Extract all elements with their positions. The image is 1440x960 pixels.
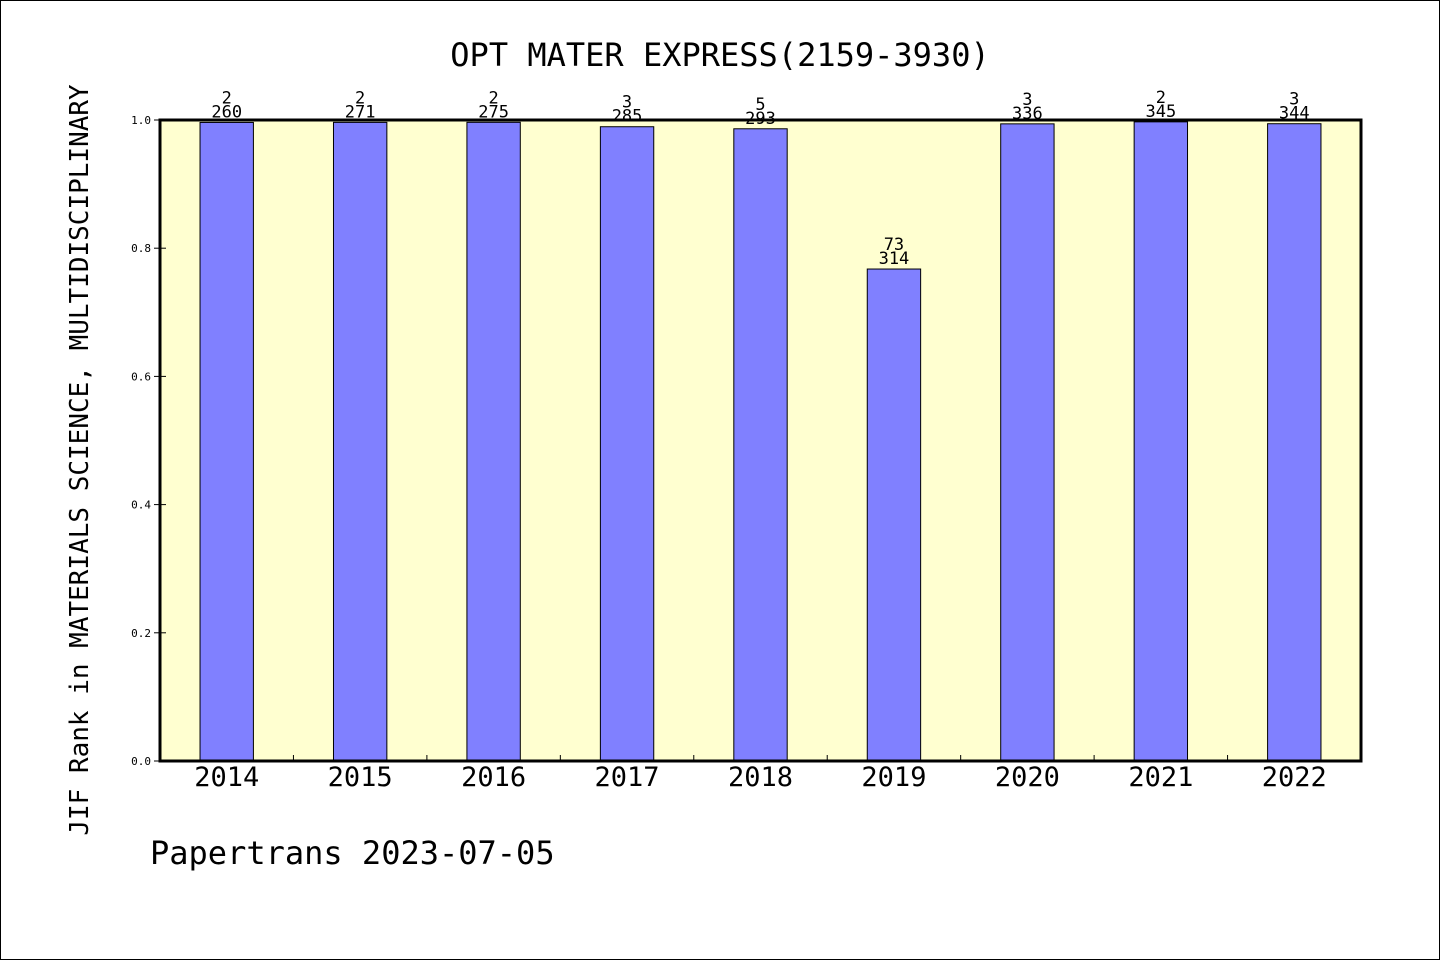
x-tick-label-2016: 2016 — [461, 762, 526, 793]
rank-label-2020: 3 — [1022, 90, 1032, 110]
y-tick-label-0.6: 0.6 — [131, 370, 151, 383]
y-tick-label-1.0: 1.0 — [131, 114, 151, 127]
x-tick-label-2019: 2019 — [861, 762, 926, 793]
rank-label-2017: 3 — [622, 93, 632, 113]
y-tick-label-0.8: 0.8 — [131, 242, 151, 255]
bar-2021 — [1133, 121, 1189, 762]
bar-2014 — [199, 121, 254, 762]
total-label-2019: 314 — [879, 249, 910, 269]
total-label-2014: 260 — [211, 102, 242, 122]
bar-2018 — [733, 128, 788, 762]
footer-credit: Papertrans 2023-07-05 — [150, 834, 555, 872]
y-tick-label-0.0: 0.0 — [131, 755, 151, 768]
y-tick-label-0.4: 0.4 — [131, 499, 151, 512]
x-tick-label-2020: 2020 — [995, 762, 1060, 793]
rank-label-2016: 2 — [488, 88, 498, 108]
bar-2016 — [466, 121, 521, 762]
rank-label-2014: 2 — [222, 88, 232, 108]
rank-label-2022: 3 — [1289, 90, 1299, 110]
bar-2022 — [1267, 123, 1322, 762]
x-axis: 2014 2015 2016 2017 2018 2019 2020 2021 2022 — [194, 755, 1327, 793]
total-label-2017: 285 — [612, 107, 643, 127]
x-tick-label-2022: 2022 — [1262, 762, 1327, 793]
bar-2020 — [1000, 123, 1055, 762]
bar-2015 — [332, 121, 388, 762]
x-tick-label-2014: 2014 — [194, 762, 259, 793]
x-tick-label-2015: 2015 — [328, 762, 393, 793]
plot-border — [158, 118, 1363, 763]
chart-title: OPT MATER EXPRESS(2159-3930) — [450, 36, 989, 74]
bar-2019 — [866, 268, 922, 762]
rank-label-2018: 5 — [755, 95, 765, 115]
rank-label-2019: 73 — [884, 235, 904, 255]
bars-layer — [199, 121, 1322, 762]
x-tick-label-2017: 2017 — [595, 762, 660, 793]
total-label-2021: 345 — [1145, 102, 1176, 122]
rank-label-2021: 2 — [1156, 88, 1166, 108]
x-tick-label-2018: 2018 — [728, 762, 793, 793]
total-label-2016: 275 — [478, 102, 509, 122]
y-axis-label: JIF Rank in MATERIALS SCIENCE, MULTIDISC… — [65, 84, 95, 836]
total-label-2015: 271 — [345, 102, 376, 122]
y-tick-label-0.2: 0.2 — [131, 627, 151, 640]
rank-label-2015: 2 — [355, 88, 365, 108]
x-tick-label-2021: 2021 — [1128, 762, 1193, 793]
bar-2017 — [599, 126, 655, 762]
